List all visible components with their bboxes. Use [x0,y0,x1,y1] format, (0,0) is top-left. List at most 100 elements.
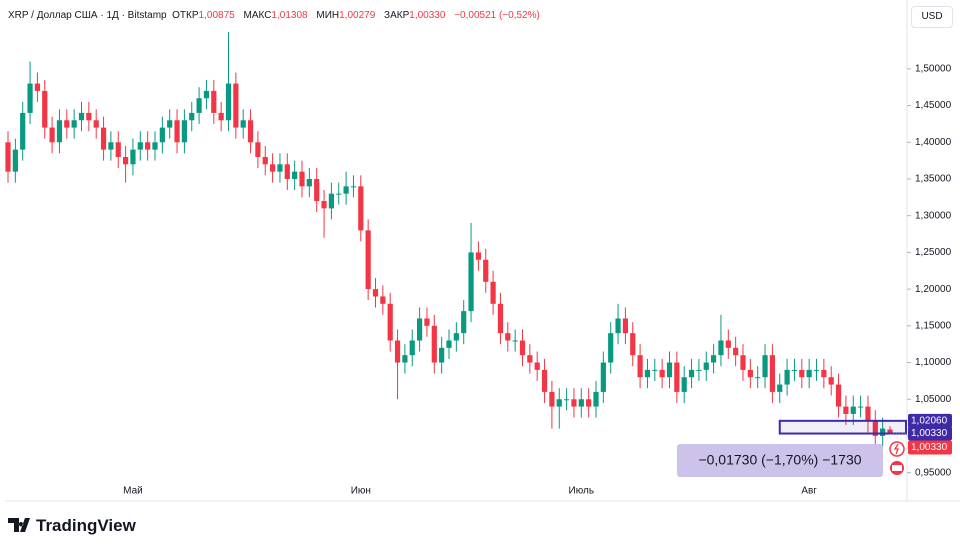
candle-body [424,318,430,326]
candle-body [865,406,871,422]
candle-body [497,303,504,334]
candle-body [93,120,99,128]
candle-body [284,164,290,179]
y-tick-label: 1,25000 [915,247,952,258]
y-tick-label: 1,50000 [915,64,952,75]
event-icon [892,465,902,471]
candle-body [527,355,533,363]
candle-body [821,369,827,378]
y-tick-label: 1,20000 [915,284,952,295]
candle-body [490,281,496,304]
candle-body [299,171,305,187]
x-tick-label: Авг [801,486,817,497]
candle-body [255,142,261,157]
candle-body [475,252,481,260]
candle-body [277,164,283,172]
candle-body [137,142,143,150]
candle-body [233,83,239,128]
candle-body [813,369,820,371]
candle-body [835,384,842,407]
candle-body [740,355,746,370]
candle-body [394,340,401,363]
low-value: 1,00279 [339,10,376,21]
candle-body [123,156,129,165]
candle-body [181,120,187,143]
candle-body [292,171,298,179]
candle-body [799,369,805,378]
candle-body [556,399,562,407]
candle-body [5,142,11,172]
candle-body [240,120,246,128]
last-price-label: 1,00330 [911,442,948,453]
candle-body [409,340,415,356]
candle-body [777,384,783,392]
candle-body [130,149,136,165]
candle-body [145,142,151,150]
candle-body [747,369,753,378]
candle-body [100,127,107,150]
candle-body [453,333,459,341]
symbol: XRP / Доллар США · 1Д · Bitstamp [8,10,167,21]
logo-text: TradingView [36,516,136,535]
candle-body [218,112,224,121]
high-value: 1,01308 [271,10,308,21]
candle-body [211,90,217,113]
candle-body [321,201,327,209]
measure-tooltip [677,444,883,477]
y-tick-label: 1,45000 [915,100,952,111]
candle-body [880,428,886,436]
candle-body [417,318,423,341]
candle-body [64,120,70,128]
candle-body [828,377,834,385]
candle-body [86,112,92,121]
open-value: 1,00875 [198,10,235,21]
candle-body [270,164,276,172]
candle-body [49,127,55,143]
candle-body [725,340,731,348]
candle-body [637,355,643,378]
candle-body [461,311,467,334]
candle-body [769,355,775,392]
candle-body [696,369,702,371]
close-value: 1,00330 [409,10,446,21]
candle-body [203,90,210,99]
candle-body [372,289,379,297]
candle-body [512,340,518,342]
candle-body [56,120,63,143]
currency-button[interactable]: USD [911,6,953,28]
candle-body [578,399,584,407]
y-tick-label: 1,30000 [915,210,952,221]
candle-body [483,259,489,282]
candle-body [159,127,165,143]
candle-body [152,142,158,150]
measure-to-label: 1,00330 [911,428,948,439]
candle-body [12,149,18,172]
candle-body [733,347,739,356]
header: XRP / Доллар США · 1Д · Bitstamp ОТКР1,0… [8,10,546,21]
candle-body [615,318,621,334]
candle-body [850,406,856,414]
candle-body [711,355,717,363]
candle-body [196,98,202,113]
candle-body [108,142,114,150]
candle-body [791,369,798,371]
candle-body [519,340,526,356]
y-tick-label: 1,35000 [915,174,952,185]
candle-body [314,178,320,202]
candle-body [225,83,232,121]
logo: TradingView [8,516,136,536]
candle-body [365,230,371,290]
candle-body [20,112,26,150]
candle-body [858,406,864,408]
logo-icon [8,518,30,532]
candle-body [343,186,349,194]
measure-from-label-bg [908,413,952,428]
change: −0,00521 (−0,52%) [454,10,540,21]
candle-body [505,333,511,341]
candle-body [872,421,878,436]
candle-body [27,83,33,113]
candle-body [167,120,173,128]
candle-body [380,296,386,304]
measure-text: −0,01730 (−1,70%) −1730 [698,452,861,468]
